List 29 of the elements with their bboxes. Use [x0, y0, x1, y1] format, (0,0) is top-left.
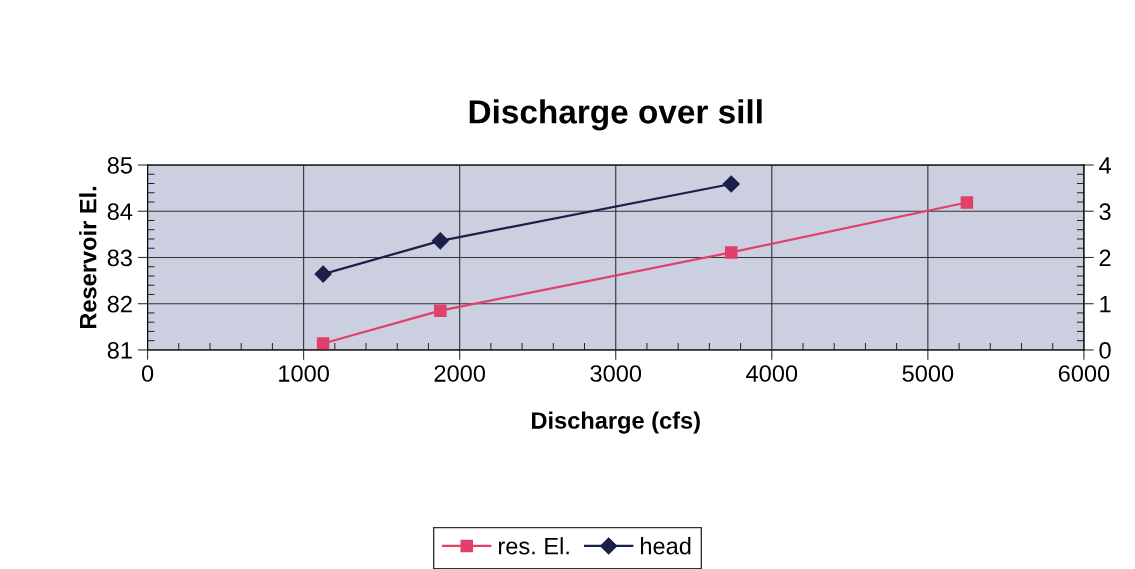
point	[434, 304, 447, 317]
chart-title: Discharge over sill	[469, 99, 762, 131]
y-tick-label: 81	[107, 342, 132, 359]
y2-tick-label: 2	[1099, 249, 1111, 267]
legend-label: head	[641, 537, 691, 555]
x-axis-title: Discharge (cfs)	[532, 411, 700, 434]
x-tick-label: 6000	[1058, 365, 1110, 382]
y2-tick-label: 4	[1099, 157, 1111, 174]
x-tick-label: 4000	[746, 365, 798, 382]
y-tick-label: 83	[107, 249, 132, 267]
point	[960, 196, 974, 209]
y-tick-label: 84	[107, 203, 133, 221]
y2-tick-label: 3	[1099, 203, 1111, 221]
x-tick-label: 2000	[434, 365, 486, 382]
point	[722, 175, 740, 193]
x-tick-label: 3000	[590, 365, 642, 382]
point	[316, 337, 330, 350]
x-tick-label: 1000	[279, 365, 329, 382]
y-tick-label: 85	[107, 157, 132, 174]
x-tick-label: 5000	[902, 365, 954, 382]
y-tick-label: 82	[107, 295, 132, 313]
x-tick-label: 0	[141, 365, 154, 382]
y-axis-title: Reservoir El.	[79, 186, 97, 329]
point	[314, 265, 332, 283]
legend-label: res. El.	[498, 537, 569, 555]
point	[724, 246, 738, 259]
point	[431, 232, 449, 250]
y2-tick-label: 1	[1100, 296, 1111, 313]
y2-tick-label: 0	[1099, 342, 1111, 359]
